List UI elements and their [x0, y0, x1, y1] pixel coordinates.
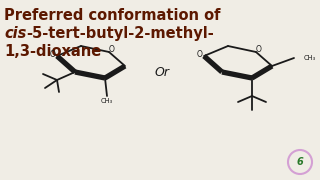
Text: 6: 6 [297, 157, 303, 167]
Text: CH₃: CH₃ [304, 55, 316, 61]
Text: O: O [109, 44, 115, 53]
Text: O: O [256, 44, 262, 53]
Text: cis: cis [4, 26, 26, 41]
Text: Preferred conformation of: Preferred conformation of [4, 8, 220, 23]
Text: O: O [50, 50, 56, 59]
Text: 1,3-dioxane: 1,3-dioxane [4, 44, 101, 59]
Text: CH₃: CH₃ [101, 98, 113, 104]
Text: O: O [197, 50, 203, 59]
Text: -5-tert-butyl-2-methyl-: -5-tert-butyl-2-methyl- [26, 26, 214, 41]
Text: Or: Or [155, 66, 170, 78]
